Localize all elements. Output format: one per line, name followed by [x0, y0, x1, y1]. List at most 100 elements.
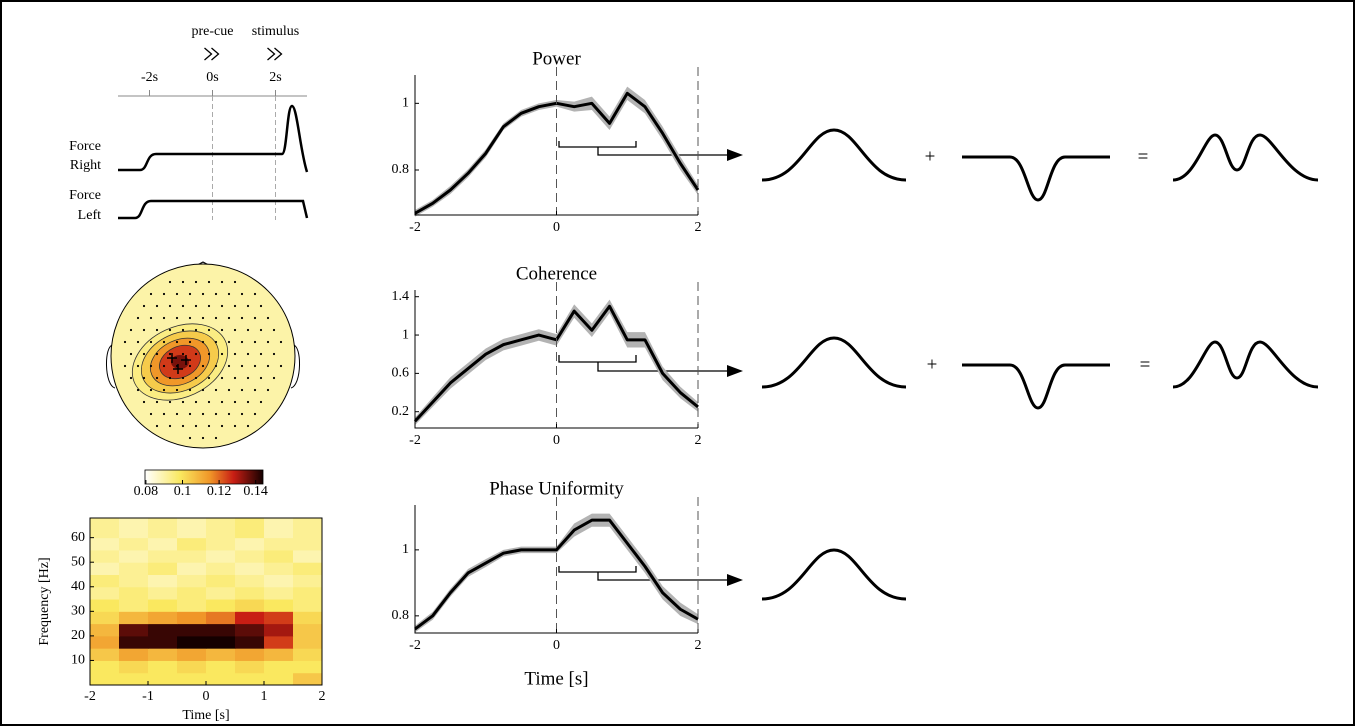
y-tick-label: 0.2 [392, 404, 410, 419]
electrode [129, 328, 133, 332]
electrode [266, 316, 270, 320]
x-tick-label: 0 [553, 638, 560, 653]
y-tick-label: 30 [71, 604, 85, 619]
heat-cell [119, 623, 149, 637]
heat-cell [293, 599, 323, 612]
electrode [259, 328, 263, 332]
heat-cell [90, 574, 120, 588]
electrode [201, 292, 205, 296]
colorbar-tick-label: 0.14 [243, 484, 268, 499]
electrode [220, 304, 224, 308]
electrode [136, 316, 140, 320]
heat-cell [90, 537, 120, 551]
heat-cell [148, 672, 178, 686]
heat-cell [148, 574, 178, 588]
electrode [207, 304, 211, 308]
brackets [558, 141, 735, 581]
cue-chevron [267, 47, 283, 61]
electrode [201, 388, 205, 392]
sensor-cross [181, 355, 191, 365]
heat-cell [177, 537, 207, 551]
electrode [266, 340, 270, 344]
heat-cell [235, 611, 265, 625]
electrode [214, 436, 218, 440]
electrode [181, 328, 185, 332]
heat-cell [235, 660, 265, 674]
x-tick-label: -2 [409, 638, 421, 653]
electrode [168, 328, 172, 332]
heat-cell [177, 611, 207, 625]
electrode [142, 304, 146, 308]
electrode [181, 424, 185, 428]
y-tick-label: 1 [402, 327, 409, 342]
electrode [279, 364, 283, 368]
electrode [149, 340, 153, 344]
heat-cell [206, 549, 236, 563]
x-tick-label: 0 [553, 220, 560, 235]
electrode [207, 424, 211, 428]
electrode [240, 292, 244, 296]
y-tick-label: 40 [71, 579, 85, 594]
heat-cell [177, 549, 207, 563]
heat-cell [235, 574, 265, 588]
x-tick-label: 0 [553, 433, 560, 448]
electrode [207, 400, 211, 404]
heat-cell [148, 611, 178, 625]
heat-cell [206, 623, 236, 637]
sensor-cross [167, 353, 177, 363]
heat-cell [177, 660, 207, 674]
electrode [162, 292, 166, 296]
sum [1172, 133, 1319, 182]
heat-cell [235, 599, 265, 612]
electrode [136, 340, 140, 344]
equals: = [1140, 354, 1151, 375]
electrode [181, 352, 185, 356]
tick-label: 2s [269, 70, 281, 85]
heat-cell [119, 518, 149, 539]
heat-cell [264, 623, 294, 637]
heat-cell [90, 635, 120, 649]
heat-cell [119, 586, 149, 600]
heat-cell [119, 648, 149, 661]
x-tick-label: -2 [409, 220, 421, 235]
heat-cell [148, 562, 178, 575]
heat-cell [293, 537, 323, 551]
trace-label: Right [70, 158, 101, 173]
electrode [149, 388, 153, 392]
heat-cell [119, 562, 149, 575]
electrode [207, 280, 211, 284]
electrode [168, 352, 172, 356]
heat-cell [264, 672, 294, 686]
electrode [207, 352, 211, 356]
heat-cell [235, 672, 265, 686]
heat-cell [206, 635, 236, 649]
electrode [259, 352, 263, 356]
heat-cell [293, 562, 323, 575]
electrode [233, 280, 237, 284]
x-tick-label: -1 [142, 689, 154, 704]
heat-cell [119, 635, 149, 649]
heat-cell [177, 635, 207, 649]
heat-cell [206, 648, 236, 661]
cue-label: pre-cue [192, 24, 234, 39]
electrode [253, 388, 257, 392]
electrode [227, 388, 231, 392]
electrode [168, 280, 172, 284]
electrode [188, 316, 192, 320]
electrode [214, 364, 218, 368]
electrode [246, 304, 250, 308]
x-tick-label: 0 [203, 689, 210, 704]
electrode [149, 292, 153, 296]
electrode [214, 340, 218, 344]
arrowhead [727, 149, 743, 161]
heat-cell [264, 549, 294, 563]
cue-label: stimulus [252, 24, 299, 39]
heat-cell [206, 562, 236, 575]
electrode [175, 292, 179, 296]
heat-cell [264, 586, 294, 600]
heat-cell [177, 518, 207, 539]
electrode [194, 304, 198, 308]
electrode [188, 388, 192, 392]
heat-cell [119, 599, 149, 612]
